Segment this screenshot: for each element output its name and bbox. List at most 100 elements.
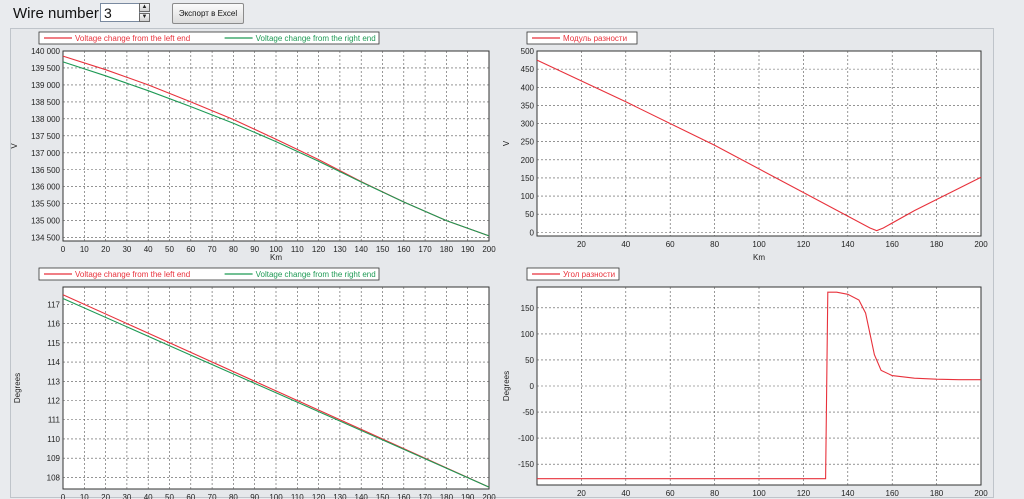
x-tick-label: 190 — [461, 493, 475, 499]
x-tick-label: 160 — [397, 245, 411, 254]
y-tick-label: 135 000 — [31, 217, 60, 226]
wire-number-stepper[interactable]: ▲ ▼ — [139, 3, 151, 22]
y-tick-label: 137 500 — [31, 132, 60, 141]
x-tick-label: 190 — [461, 245, 475, 254]
y-tick-label: 108 — [47, 473, 61, 482]
x-tick-label: 160 — [397, 493, 411, 499]
arrow-down-icon[interactable]: ▼ — [139, 13, 150, 22]
y-tick-label: 100 — [521, 330, 535, 339]
x-tick-label: 50 — [165, 245, 174, 254]
x-tick-label: 130 — [333, 493, 347, 499]
y-tick-label: -50 — [522, 408, 534, 417]
y-tick-label: 137 000 — [31, 149, 60, 158]
x-axis-title: Km — [753, 253, 765, 262]
grid — [537, 287, 981, 485]
y-tick-label: 150 — [521, 174, 535, 183]
series-line-1 — [537, 291, 981, 480]
y-tick-label: 50 — [525, 210, 534, 219]
x-tick-label: 30 — [122, 493, 131, 499]
y-axis-title: Degrees — [502, 371, 511, 401]
legend-box — [38, 31, 380, 45]
chart-svg: 0 10 20 30 40 50 60 70 80 90 100 110 120 130 140 150 160… — [10, 31, 496, 262]
series-line-2 — [62, 297, 490, 488]
x-tick-label: 120 — [797, 489, 811, 498]
legend: Угол разности — [526, 267, 620, 281]
legend-box — [526, 267, 620, 281]
export-excel-button[interactable]: Экспорт в Excel — [172, 3, 244, 24]
x-tick-label: 50 — [165, 493, 174, 499]
wire-number-label: Wire number: — [13, 5, 104, 22]
x-tick-label: 30 — [122, 245, 131, 254]
y-tick-label: 300 — [521, 120, 535, 129]
chart-svg: 20 40 60 80 100 120 140 160 180 200 -150 -100 -50 0 50… — [502, 267, 988, 498]
magnitude-difference-chart: 20 40 60 80 100 120 140 160 180 200 0 50 100 150 200 25… — [499, 31, 993, 263]
x-tick-label: 100 — [269, 493, 283, 499]
x-tick-label: 80 — [229, 493, 238, 499]
grid — [63, 287, 489, 489]
x-tick-label: 160 — [886, 489, 900, 498]
x-tick-label: 120 — [312, 493, 326, 499]
x-tick-label: 120 — [312, 245, 326, 254]
x-tick-label: 120 — [797, 240, 811, 249]
x-tick-label: 0 — [61, 493, 66, 499]
y-tick-label: 115 — [47, 339, 60, 348]
y-tick-label: 0 — [530, 382, 535, 391]
legend-label: Voltage change from the left end — [75, 270, 190, 279]
x-tick-label: 40 — [144, 493, 153, 499]
legend-box — [526, 31, 638, 45]
y-tick-label: 116 — [47, 320, 60, 329]
x-tick-label: 150 — [376, 493, 390, 499]
y-tick-label: 139 500 — [31, 64, 60, 73]
x-tick-label: 20 — [577, 240, 586, 249]
y-tick-label: 250 — [521, 138, 535, 147]
chart-svg: 20 40 60 80 100 120 140 160 180 200 0 50 100 150 200 25… — [502, 31, 988, 262]
x-tick-label: 170 — [418, 493, 432, 499]
y-tick-label: 450 — [521, 65, 535, 74]
x-tick-label: 170 — [418, 245, 432, 254]
x-tick-label: 100 — [269, 245, 283, 254]
y-tick-label: 140 000 — [31, 47, 60, 56]
x-tick-label: 150 — [376, 245, 390, 254]
arrow-up-icon[interactable]: ▲ — [139, 3, 150, 12]
y-tick-label: 139 000 — [31, 81, 60, 90]
legend-label: Voltage change from the left end — [75, 34, 190, 43]
x-tick-label: 40 — [144, 245, 153, 254]
x-tick-label: 200 — [482, 493, 496, 499]
x-tick-label: 140 — [841, 489, 855, 498]
y-tick-label: 136 500 — [31, 166, 60, 175]
y-tick-label: 136 000 — [31, 183, 60, 192]
legend-label: Voltage change from the right end — [256, 34, 376, 43]
y-tick-label: 500 — [521, 47, 535, 56]
x-tick-label: 70 — [208, 245, 217, 254]
legend: Модуль разности — [526, 31, 638, 45]
voltage-angle-chart: 0 10 20 30 40 50 60 70 80 90 100 110 120 130 140 150 160… — [11, 267, 499, 499]
legend-box — [38, 267, 380, 281]
y-tick-label: 111 — [48, 416, 61, 425]
legend-label: Voltage change from the right end — [256, 270, 376, 279]
x-tick-label: 70 — [208, 493, 217, 499]
y-tick-label: 350 — [521, 101, 535, 110]
x-tick-label: 200 — [482, 245, 496, 254]
x-tick-label: 0 — [61, 245, 66, 254]
y-tick-label: -150 — [518, 460, 535, 469]
x-tick-label: 20 — [101, 493, 110, 499]
grid — [63, 51, 489, 241]
x-tick-label: 60 — [186, 493, 195, 499]
wire-number-input[interactable] — [100, 3, 140, 22]
legend: Voltage change from the left end Voltage … — [38, 31, 380, 45]
x-tick-label: 140 — [355, 245, 369, 254]
x-tick-label: 180 — [440, 245, 454, 254]
y-axis-title: V — [10, 143, 19, 149]
x-tick-label: 80 — [710, 240, 719, 249]
y-tick-label: 150 — [521, 304, 535, 313]
x-tick-label: 20 — [577, 489, 586, 498]
y-tick-label: 100 — [521, 192, 535, 201]
series-line-2 — [62, 61, 490, 237]
x-tick-label: 90 — [250, 245, 259, 254]
x-tick-label: 160 — [886, 240, 900, 249]
x-tick-label: 10 — [80, 493, 89, 499]
chart-svg: 0 10 20 30 40 50 60 70 80 90 100 110 120 130 140 150 160… — [13, 267, 496, 499]
x-tick-label: 20 — [101, 245, 110, 254]
y-tick-label: 135 500 — [31, 200, 60, 209]
x-tick-label: 200 — [974, 240, 988, 249]
